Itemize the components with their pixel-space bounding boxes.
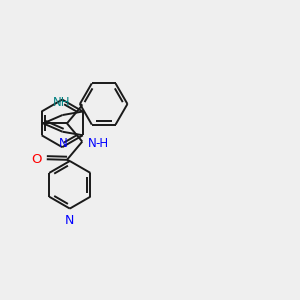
Text: N: N [65, 214, 74, 227]
Text: NH: NH [52, 96, 70, 110]
Text: N: N [88, 137, 97, 150]
Text: -H: -H [96, 137, 109, 150]
Text: O: O [32, 153, 42, 166]
Text: N: N [59, 137, 68, 150]
